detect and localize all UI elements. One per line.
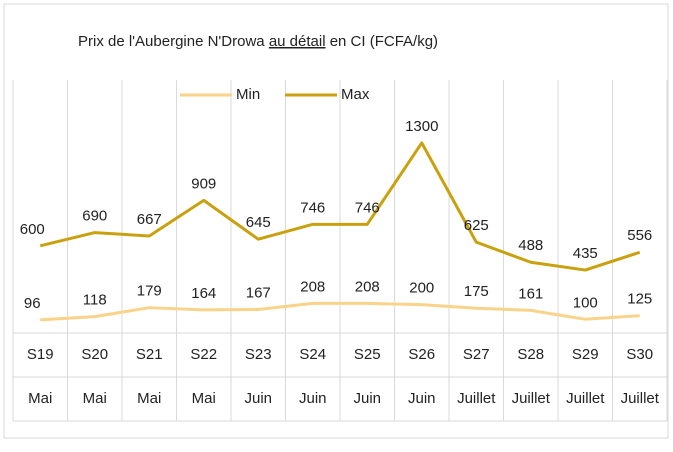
x-group-label: Juin — [299, 390, 327, 407]
x-tick-label: S27 — [463, 346, 490, 363]
data-label: 200 — [409, 280, 434, 297]
x-group-label: Mai — [83, 390, 107, 407]
x-tick-label: S24 — [299, 346, 326, 363]
x-group-label: Mai — [137, 390, 161, 407]
data-label: 208 — [355, 278, 380, 295]
chart-frame — [3, 3, 669, 439]
title-part: Prix de l'Aubergine N'Drowa — [78, 33, 269, 50]
series-line — [39, 141, 641, 272]
data-label: 125 — [627, 291, 652, 308]
x-group-label: Mai — [192, 390, 216, 407]
x-tick-label: S25 — [354, 346, 381, 363]
x-group-label: Mai — [28, 390, 52, 407]
data-label: 100 — [573, 294, 598, 311]
data-label: 488 — [518, 237, 543, 254]
data-label: 746 — [300, 199, 325, 216]
x-tick-label: S28 — [517, 346, 544, 363]
x-group-label: Juin — [408, 390, 436, 407]
data-label: 667 — [137, 211, 162, 228]
x-tick-label: S23 — [245, 346, 272, 363]
data-label: 179 — [137, 283, 162, 300]
x-group-label: Juillet — [512, 390, 551, 407]
x-group-label: Juillet — [457, 390, 496, 407]
chart-title: Prix de l'Aubergine N'Drowa au détail en… — [78, 33, 438, 50]
legend-label: Min — [236, 86, 260, 103]
x-tick-label: S22 — [190, 346, 217, 363]
data-label: 690 — [82, 208, 107, 225]
series-line — [40, 301, 640, 322]
title-part: au détail — [269, 33, 326, 50]
data-label: 1300 — [405, 118, 438, 135]
x-group-label: Juillet — [566, 390, 605, 407]
legend-label: Max — [341, 86, 370, 103]
data-label: 435 — [573, 245, 598, 262]
x-tick-label: S26 — [408, 346, 435, 363]
data-label: 556 — [627, 227, 652, 244]
x-group-label: Juin — [353, 390, 381, 407]
x-group-label: Juin — [244, 390, 272, 407]
data-label: 175 — [464, 283, 489, 300]
data-label: 161 — [518, 285, 543, 302]
title-part: en CI (FCFA/kg) — [326, 33, 439, 50]
data-label: 909 — [191, 175, 216, 192]
data-label: 118 — [83, 292, 107, 309]
data-label: 746 — [355, 199, 380, 216]
data-label: 167 — [246, 284, 271, 301]
data-label: 645 — [246, 214, 271, 231]
x-tick-label: S29 — [572, 346, 599, 363]
x-group-label: Juillet — [621, 390, 660, 407]
x-tick-label: S19 — [27, 346, 54, 363]
data-label: 164 — [191, 285, 216, 302]
x-tick-label: S30 — [626, 346, 653, 363]
data-label: 208 — [300, 278, 325, 295]
data-label: 625 — [464, 217, 489, 234]
data-label: 600 — [20, 221, 45, 238]
data-label: 96 — [24, 295, 41, 312]
x-tick-label: S21 — [136, 346, 163, 363]
x-tick-label: S20 — [81, 346, 108, 363]
